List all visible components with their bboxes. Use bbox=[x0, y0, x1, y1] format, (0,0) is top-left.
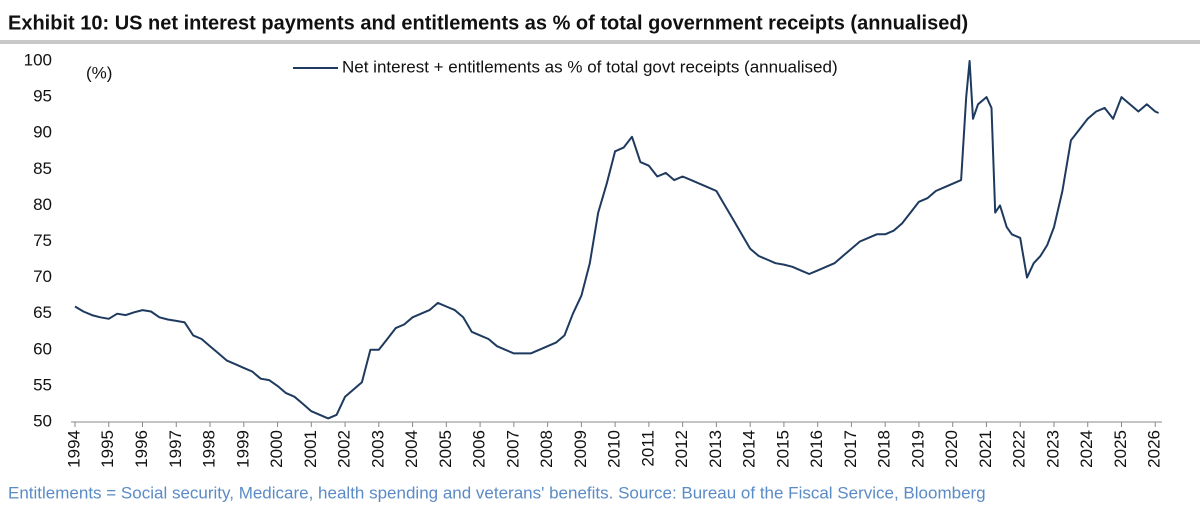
x-tick-label: 2000 bbox=[267, 430, 286, 468]
footnote: Entitlements = Social security, Medicare… bbox=[8, 483, 986, 502]
y-tick-label: 75 bbox=[33, 231, 52, 250]
x-tick-label: 1997 bbox=[166, 430, 185, 468]
x-tick-label: 1995 bbox=[98, 430, 117, 468]
x-tick-label: 2015 bbox=[773, 430, 792, 468]
x-tick-label: 1999 bbox=[233, 430, 252, 468]
legend-label: Net interest + entitlements as % of tota… bbox=[342, 57, 838, 76]
data-line bbox=[74, 60, 1160, 420]
x-tick-label: 2016 bbox=[807, 430, 826, 468]
y-tick-label: 100 bbox=[24, 50, 52, 69]
x-tick-label: 2019 bbox=[908, 430, 927, 468]
x-tick-label: 2008 bbox=[537, 430, 556, 468]
y-tick-label: 55 bbox=[33, 375, 52, 394]
chart-title: Exhibit 10: US net interest payments and… bbox=[8, 12, 968, 34]
x-tick-label: 2025 bbox=[1111, 430, 1130, 468]
x-tick-label: 2010 bbox=[605, 430, 624, 468]
x-tick-label: 2005 bbox=[436, 430, 455, 468]
x-tick-label: 2013 bbox=[706, 430, 725, 468]
y-tick-label: 70 bbox=[33, 267, 52, 286]
x-tick-label: 2006 bbox=[470, 430, 489, 468]
x-tick-label: 1998 bbox=[200, 430, 219, 468]
x-tick-label: 2014 bbox=[740, 430, 759, 468]
x-tick-label: 2023 bbox=[1043, 430, 1062, 468]
y-tick-label: 80 bbox=[33, 195, 52, 214]
x-tick-label: 2001 bbox=[301, 430, 320, 468]
y-tick-label: 90 bbox=[33, 123, 52, 142]
y-tick-label: 50 bbox=[33, 411, 52, 430]
x-tick-label: 2011 bbox=[638, 430, 657, 467]
y-tick-label: 60 bbox=[33, 339, 52, 358]
x-tick-label: 1994 bbox=[64, 430, 83, 468]
x-tick-label: 2017 bbox=[841, 430, 860, 468]
y-tick-label: 85 bbox=[33, 159, 52, 178]
y-tick-label: 95 bbox=[33, 87, 52, 106]
x-tick-label: 2003 bbox=[368, 430, 387, 468]
x-tick-label: 2021 bbox=[976, 430, 995, 468]
x-tick-label: 2009 bbox=[571, 430, 590, 468]
x-tick-label: 2026 bbox=[1145, 430, 1164, 468]
y-tick-label: 65 bbox=[33, 303, 52, 322]
x-tick-label: 2012 bbox=[672, 430, 691, 468]
x-tick-label: 2024 bbox=[1077, 430, 1096, 468]
x-tick-label: 2004 bbox=[402, 430, 421, 468]
x-tick-label: 2018 bbox=[875, 430, 894, 468]
x-tick-label: 2022 bbox=[1010, 430, 1029, 468]
x-tick-label: 2020 bbox=[942, 430, 961, 468]
x-tick-label: 1996 bbox=[132, 430, 151, 468]
x-tick-label: 2007 bbox=[503, 430, 522, 468]
unit-label: (%) bbox=[86, 63, 112, 82]
x-tick-label: 2002 bbox=[335, 430, 354, 468]
